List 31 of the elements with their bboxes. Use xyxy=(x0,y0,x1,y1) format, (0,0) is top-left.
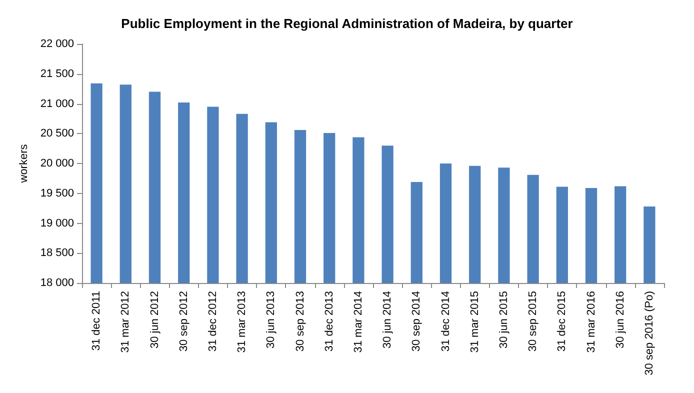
x-tick-label: 31 mar 2016 xyxy=(585,291,598,353)
y-tick-label: 20 000 xyxy=(40,158,74,170)
x-tick-label: 30 sep 2016 (Po) xyxy=(643,291,656,376)
x-tick-label: 30 jun 2014 xyxy=(382,291,394,348)
x-tick-label: 31 mar 2014 xyxy=(352,291,364,353)
y-tick-label: 22 000 xyxy=(40,38,74,50)
y-tick-label: 20 500 xyxy=(40,128,74,140)
x-tick-label: 31 dec 2011 xyxy=(90,291,103,351)
y-axis-title: workers xyxy=(18,144,30,184)
x-tick-label: 30 jun 2013 xyxy=(265,291,278,348)
x-tick-label: 30 sep 2015 xyxy=(527,291,540,352)
chart-title: Public Employment in the Regional Administration of Madeira, by quarter xyxy=(121,16,573,31)
x-tick-label: 30 sep 2014 xyxy=(410,291,423,352)
y-tick-label: 21 000 xyxy=(40,98,74,110)
x-tick-label: 31 mar 2012 xyxy=(120,291,132,353)
y-tick-label: 18 500 xyxy=(40,247,74,260)
x-tick-label: 31 mar 2013 xyxy=(236,291,248,353)
x-tick-label: 31 dec 2012 xyxy=(206,291,219,352)
x-tick-label: 30 sep 2013 xyxy=(294,291,306,352)
x-tick-label: 31 mar 2015 xyxy=(468,291,481,353)
x-tick-label: 30 jun 2012 xyxy=(148,291,161,348)
x-tick-label: 30 jun 2015 xyxy=(498,291,510,348)
x-tick-label: 30 jun 2016 xyxy=(614,291,626,348)
y-tick-label: 21 500 xyxy=(40,68,74,80)
y-tick-label: 18 000 xyxy=(40,277,74,289)
x-tick-label: 31 dec 2014 xyxy=(440,291,452,352)
y-tick-label: 19 500 xyxy=(40,187,74,200)
x-tick-label: 31 dec 2013 xyxy=(323,291,336,352)
x-tick-label: 31 dec 2015 xyxy=(556,291,568,352)
y-tick-label: 19 000 xyxy=(40,217,74,230)
x-tick-label: 30 sep 2012 xyxy=(178,291,190,352)
